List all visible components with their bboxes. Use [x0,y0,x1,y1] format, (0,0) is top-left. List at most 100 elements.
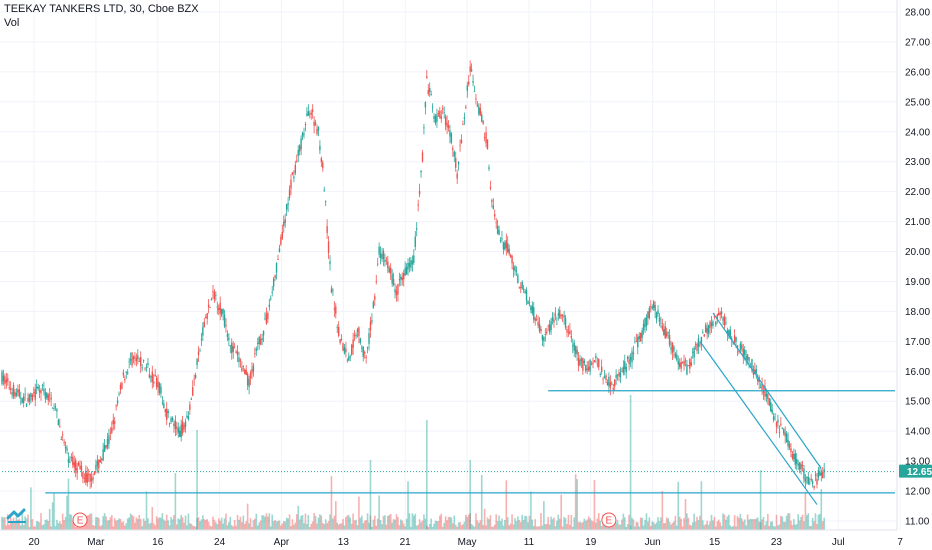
volume-bar [745,525,747,530]
volume-bar [307,514,310,530]
candle-body [173,423,175,427]
volume-bar [395,514,398,530]
volume-bar [563,516,565,530]
candle-body [596,363,599,365]
earnings-marker-icon[interactable] [72,512,88,528]
volume-bar [579,521,581,530]
volume-bar [76,524,78,530]
tradingview-logo-icon[interactable] [6,506,28,524]
volume-bar [765,521,768,530]
candle-body [437,113,440,115]
candle-body [249,372,252,379]
candle-body [63,441,65,443]
volume-bar [749,518,752,530]
candle-body [488,167,490,169]
candle-body [593,360,596,363]
trendline-channel-upper[interactable] [712,312,822,469]
candle-body [485,132,487,144]
volume-bar [402,523,405,530]
volume-bar [518,519,521,530]
candle-body [14,392,16,397]
candle-body [348,356,350,361]
candle-body [290,179,292,189]
candle-body [592,362,594,364]
volume-bar [547,517,550,530]
candle-body [147,362,149,365]
volume-bar [671,522,674,530]
volume-bar [207,521,210,530]
volume-bar [105,516,107,530]
volume-bars [1,395,825,530]
candle-body [713,316,716,318]
volume-bar [17,519,19,530]
volume-bar [492,526,495,530]
candle-body [131,352,133,366]
volume-bar [339,523,341,530]
candle-body [479,108,481,116]
volume-bar [566,523,568,530]
candle-body [771,409,773,414]
candle-body [469,66,471,72]
candle-body [180,424,182,438]
volume-bar [295,514,298,530]
volume-bar [119,518,122,530]
candle-body [206,313,208,319]
candle-body [38,389,41,393]
volume-bar [63,520,65,530]
volume-bar [404,526,406,530]
volume-bar [38,522,41,530]
candle-body [66,448,68,451]
volume-bar [58,521,61,530]
candle-body [283,221,285,227]
candle-body [337,327,340,336]
volume-bar [725,519,727,530]
volume-bar [777,525,779,530]
candle-body [281,232,284,239]
trendline-channel-lower[interactable] [699,341,818,505]
volume-bar [782,521,785,530]
candle-body [76,468,78,474]
candle-body [21,398,23,403]
volume-bar [210,526,213,530]
candle-body [288,189,291,198]
candle-body [791,454,794,459]
candle-body [79,465,81,469]
volume-bar [298,519,301,530]
volume-bar [723,514,726,530]
candle-body [820,472,823,476]
candle-body [755,369,757,374]
candle-body [784,432,786,437]
candle-body [151,371,153,382]
candle-body [637,337,639,348]
candle-body [785,433,788,443]
volume-bar [293,524,295,530]
volume-bar [259,520,262,530]
candle-body [87,474,90,476]
earnings-marker-icon[interactable] [601,512,617,528]
last-price-label: 12.65 [907,467,932,478]
candle-body [376,263,379,265]
volume-bar [401,520,404,530]
candle-body [309,113,311,115]
volume-bar [756,517,759,530]
candle-body [745,355,747,361]
volume-bar [748,519,750,530]
volume-bar [648,517,651,530]
candle-body [781,427,783,429]
volume-bar [382,515,385,530]
candle-body [168,422,171,424]
volume-bar [622,513,625,530]
volume-bar [470,523,473,530]
candle-body [709,321,711,328]
candle-body [687,365,690,367]
volume-bar [424,518,427,530]
candle-body [148,374,151,378]
candle-body [119,384,122,390]
volume-bar [806,515,808,530]
candle-body [349,356,351,357]
volume-bar [190,523,193,530]
volume-bar [280,525,282,530]
candle-body [434,115,437,123]
volume-bar [301,514,304,530]
